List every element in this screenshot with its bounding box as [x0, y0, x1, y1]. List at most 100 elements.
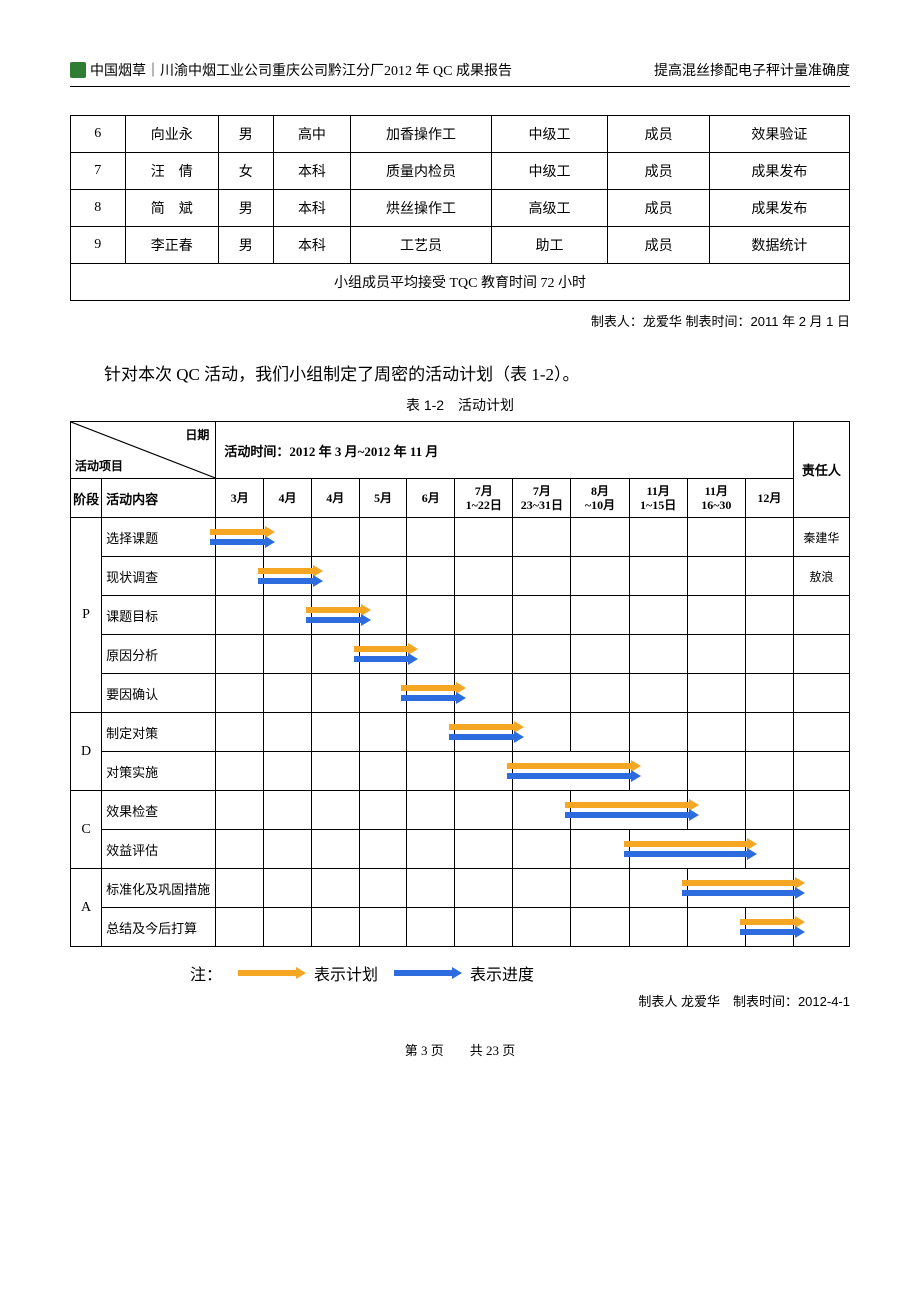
- stage-header: 阶段: [71, 479, 102, 518]
- gantt-cell: [407, 518, 455, 557]
- gantt-cell: [264, 791, 312, 830]
- gantt-cell: [745, 518, 793, 557]
- plan-arrow-icon: [210, 529, 269, 535]
- gantt-title: 表 1-2 活动计划: [70, 395, 850, 415]
- gantt-cell: [455, 557, 513, 596]
- activity-name: 选择课题: [102, 518, 216, 557]
- progress-arrow-icon: [401, 695, 460, 701]
- gantt-cell: [216, 635, 264, 674]
- plan-arrow-icon: [740, 919, 799, 925]
- plan-arrow-icon: [306, 607, 365, 613]
- gantt-cell: [513, 596, 571, 635]
- members-cell: 效果验证: [709, 116, 849, 153]
- responsible-cell: [793, 596, 849, 635]
- gantt-caption: 制表人 龙爱华 制表时间：2012-4-1: [70, 991, 850, 1010]
- gantt-cell: [359, 791, 407, 830]
- activity-name: 总结及今后打算: [102, 908, 216, 947]
- plan-arrow-icon: [258, 568, 317, 574]
- activity-name: 效果检查: [102, 791, 216, 830]
- legend-plan-label: 表示计划: [314, 961, 378, 985]
- gantt-cell: [745, 752, 793, 791]
- stage-cell: A: [71, 869, 102, 947]
- gantt-cell: [571, 518, 629, 557]
- gantt-cell: [359, 518, 407, 557]
- responsible-cell: [793, 674, 849, 713]
- plan-arrow-icon: [624, 841, 751, 847]
- intro-paragraph: 针对本次 QC 活动，我们小组制定了周密的活动计划（表 1-2）。: [70, 360, 850, 385]
- gantt-cell: [455, 635, 513, 674]
- members-cell: 中级工: [491, 116, 608, 153]
- gantt-cell: [513, 518, 571, 557]
- activity-name: 原因分析: [102, 635, 216, 674]
- gantt-cell: [359, 752, 407, 791]
- gantt-cell: [216, 830, 264, 869]
- members-cell: 加香操作工: [351, 116, 491, 153]
- gantt-cell: [629, 713, 687, 752]
- gantt-cell: [264, 596, 312, 635]
- gantt-cell: [311, 635, 359, 674]
- gantt-cell: [311, 908, 359, 947]
- members-cell: 男: [218, 227, 273, 264]
- gantt-cell: [571, 557, 629, 596]
- gantt-cell: [407, 908, 455, 947]
- month-header: 12月: [745, 479, 793, 518]
- month-header: 6月: [407, 479, 455, 518]
- gantt-cell: [359, 830, 407, 869]
- gantt-cell: [407, 713, 455, 752]
- plan-arrow-icon: [682, 880, 799, 886]
- members-cell: 烘丝操作工: [351, 190, 491, 227]
- members-footer-row: 小组成员平均接受 TQC 教育时间 72 小时: [71, 264, 850, 301]
- gantt-cell: [513, 752, 629, 791]
- gantt-cell: [311, 752, 359, 791]
- month-header: 7月 1~22日: [455, 479, 513, 518]
- members-cell: 本科: [273, 153, 351, 190]
- progress-arrow-icon: [306, 617, 365, 623]
- gantt-cell: [455, 752, 513, 791]
- gantt-cell: [513, 869, 571, 908]
- progress-arrow-icon: [507, 773, 634, 779]
- members-cell: 李正春: [125, 227, 218, 264]
- gantt-cell: [745, 713, 793, 752]
- gantt-cell: [687, 635, 745, 674]
- gantt-cell: [407, 869, 455, 908]
- members-cell: 7: [71, 153, 126, 190]
- gantt-cell: [687, 713, 745, 752]
- gantt-cell: [745, 674, 793, 713]
- month-header: 5月: [359, 479, 407, 518]
- activity-name: 对策实施: [102, 752, 216, 791]
- gantt-cell: [264, 635, 312, 674]
- gantt-cell: [264, 869, 312, 908]
- gantt-cell: [407, 596, 455, 635]
- gantt-cell: [264, 557, 312, 596]
- members-cell: 工艺员: [351, 227, 491, 264]
- activity-name: 效益评估: [102, 830, 216, 869]
- gantt-table: 日期 活动项目 活动时间：2012 年 3 月~2012 年 11 月 责任人 …: [70, 421, 850, 947]
- members-cell: 女: [218, 153, 273, 190]
- plan-arrow-icon: [354, 646, 413, 652]
- page-footer: 第 3 页 共 23 页: [70, 1040, 850, 1059]
- gantt-cell: [216, 596, 264, 635]
- progress-arrow-icon: [449, 734, 518, 740]
- members-cell: 成员: [608, 153, 709, 190]
- gantt-cell: [359, 713, 407, 752]
- gantt-cell: [745, 635, 793, 674]
- gantt-cell: [407, 791, 455, 830]
- gantt-cell: [216, 557, 264, 596]
- gantt-cell: [629, 908, 687, 947]
- diag-header: 日期 活动项目: [71, 422, 216, 479]
- gantt-cell: [359, 908, 407, 947]
- stage-cell: D: [71, 713, 102, 791]
- header-left-text: 中国烟草｜川渝中烟工业公司重庆公司黔江分厂2012 年 QC 成果报告: [90, 60, 512, 80]
- members-cell: 成员: [608, 116, 709, 153]
- gantt-cell: [513, 635, 571, 674]
- responsible-cell: [793, 635, 849, 674]
- gantt-cell: [571, 713, 629, 752]
- members-cell: 男: [218, 190, 273, 227]
- activity-name: 现状调查: [102, 557, 216, 596]
- month-header: 7月 23~31日: [513, 479, 571, 518]
- members-cell: 成员: [608, 190, 709, 227]
- gantt-cell: [311, 713, 359, 752]
- gantt-cell: [216, 674, 264, 713]
- gantt-cell: [455, 830, 513, 869]
- gantt-cell: [629, 635, 687, 674]
